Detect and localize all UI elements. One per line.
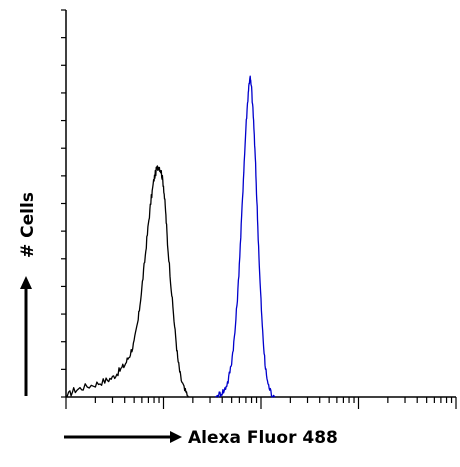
- y-axis: [61, 9, 67, 398]
- x-axis: [65, 396, 457, 409]
- series-group: [65, 75, 276, 398]
- x-axis-label: Alexa Fluor 488: [188, 428, 338, 448]
- y-axis-label-arrow-head: [20, 276, 32, 289]
- histogram-series-1: [65, 165, 189, 398]
- x-axis-label-arrow-head: [170, 431, 182, 443]
- y-axis-label: # Cells: [18, 192, 38, 258]
- histogram-series-2: [214, 75, 276, 398]
